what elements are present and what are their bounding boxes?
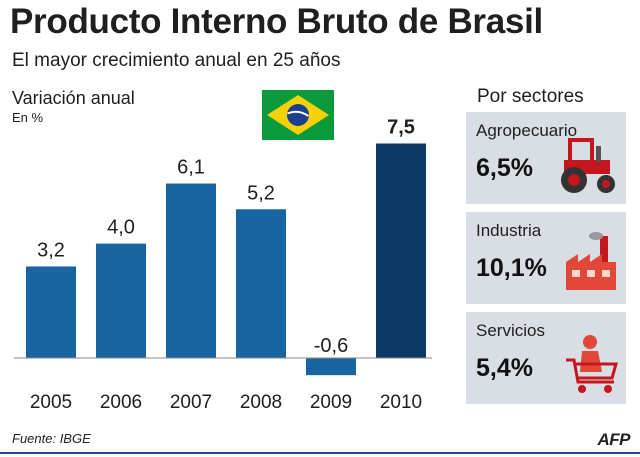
- sector-label: Servicios: [476, 321, 545, 340]
- footer-divider: [0, 452, 640, 454]
- value-label-2008: 5,2: [247, 182, 275, 204]
- year-label-2005: 2005: [30, 392, 72, 413]
- bar-2009: [306, 358, 356, 376]
- bar-2010: [376, 143, 426, 358]
- bar-2008: [236, 209, 286, 358]
- sectors-panel-title: Por sectores: [477, 86, 584, 107]
- unit-label: En %: [12, 110, 44, 125]
- sector-card-servicios: Servicios 5,4%: [466, 312, 626, 404]
- factory-icon: [566, 232, 616, 290]
- value-label-2005: 3,2: [37, 239, 65, 261]
- sector-card-industria: Industria 10,1%: [466, 212, 626, 304]
- value-label-2006: 4,0: [107, 217, 135, 239]
- year-label-2010: 2010: [380, 392, 422, 413]
- agency-logo: AFP: [597, 430, 631, 449]
- year-label-2007: 2007: [170, 392, 212, 413]
- brazil-flag-icon: [262, 90, 334, 140]
- y-axis-label: Variación anual: [12, 88, 135, 108]
- sector-label: Agropecuario: [476, 121, 578, 140]
- source-note: Fuente: IBGE: [12, 431, 91, 446]
- bar-2006: [96, 243, 146, 358]
- year-label-2006: 2006: [100, 392, 142, 413]
- page-subtitle: El mayor crecimiento anual en 25 años: [12, 50, 341, 71]
- shopping-cart-icon: [566, 335, 618, 393]
- sector-value: 5,4%: [476, 354, 533, 382]
- page-title: Producto Interno Bruto de Brasil: [10, 2, 543, 41]
- value-label-2007: 6,1: [177, 157, 205, 179]
- bar-2007: [166, 183, 216, 358]
- value-label-2010: 7,5: [387, 117, 415, 139]
- sector-value: 6,5%: [476, 154, 533, 182]
- year-label-2008: 2008: [240, 392, 282, 413]
- bar-2005: [26, 266, 76, 358]
- tractor-icon: [561, 138, 615, 193]
- sector-label: Industria: [476, 221, 542, 240]
- sector-card-agropecuario: Agropecuario 6,5%: [466, 112, 626, 204]
- sector-value: 10,1%: [476, 254, 547, 282]
- year-label-2009: 2009: [310, 392, 352, 413]
- value-label-2009: -0,6: [314, 335, 348, 357]
